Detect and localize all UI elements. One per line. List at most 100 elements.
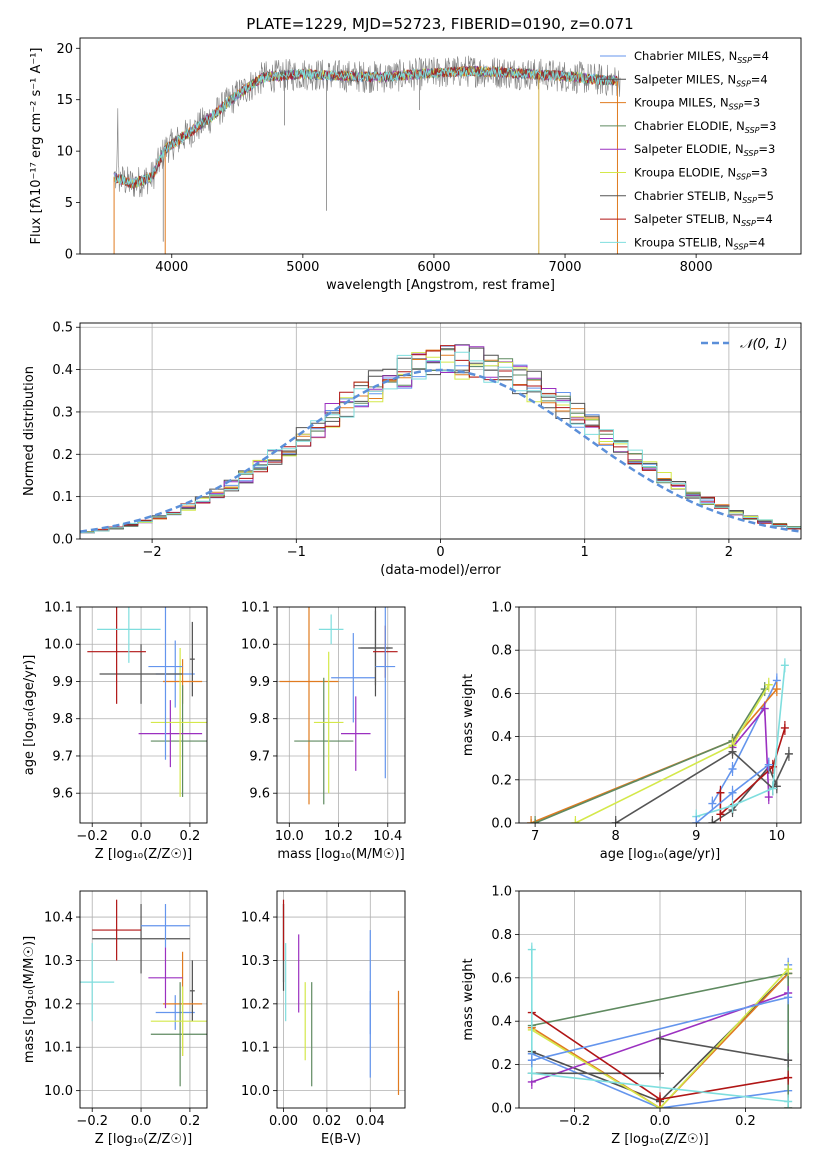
plot-area [113, 55, 621, 254]
errorbar-point [341, 696, 371, 771]
residual-histogram [80, 345, 801, 534]
x-tick-label: −0.2 [559, 1114, 591, 1129]
y-tick-label: 10.1 [241, 1041, 270, 1056]
errorbar-point [313, 651, 344, 794]
y-tick-label: 9.8 [249, 712, 270, 727]
plot-area [279, 607, 398, 805]
legend-gaussian-label: 𝒩(0, 1) [740, 337, 787, 352]
errorbar-point [141, 904, 190, 948]
y-tick-label: 10.4 [44, 911, 73, 926]
mass-weight-line [531, 1037, 789, 1075]
y-tick-label: 0.4 [52, 363, 73, 378]
mass-weight-line [531, 972, 789, 1108]
y-axis-label: age [log₁₀(age/yr)] [22, 655, 37, 776]
axes-frame [276, 890, 406, 1109]
axes-frame [518, 606, 802, 824]
x-tick-label: 1 [581, 545, 589, 560]
x-tick-label: 7000 [548, 260, 581, 275]
y-tick-label: 10.2 [241, 997, 270, 1012]
y-tick-label: 0.0 [491, 1102, 512, 1117]
x-tick-label: −0.2 [76, 1114, 108, 1129]
y-tick-label: 0.0 [52, 533, 73, 548]
plot-area [527, 942, 793, 1108]
axes-frame [79, 37, 802, 255]
errorbar-point [294, 677, 354, 805]
x-tick-label: 0.2 [180, 829, 201, 844]
errorbar-point [331, 633, 376, 723]
errorbar-point [99, 644, 183, 704]
x-axis-label: wavelength [Angstrom, rest frame] [326, 278, 555, 293]
y-tick-label: 0.2 [52, 448, 73, 463]
panel-residuals: −2 −1 0 1 2 0.0 0.1 0.2 0.3 0.4 0.5 (data-model)/er… [22, 321, 802, 578]
legend-entry-8: Kroupa STELIB, NSSP=4 [634, 235, 765, 251]
x-tick-label: 10.4 [373, 829, 402, 844]
x-tick-label: 8 [612, 829, 620, 844]
y-tick-label: 9.9 [52, 675, 73, 690]
y-tick-label: 10.0 [241, 638, 270, 653]
x-tick-label: 0.02 [312, 1114, 341, 1129]
plot-area [87, 607, 207, 797]
errorbar-point [148, 607, 183, 760]
y-tick-label: 20 [56, 42, 73, 57]
gaussian-curve [80, 368, 801, 533]
y-tick-label: 10.1 [44, 1041, 73, 1056]
x-tick-label: 0.0 [131, 829, 152, 844]
x-tick-label: 0.00 [269, 1114, 298, 1129]
mass-weight-line [531, 968, 789, 1108]
y-tick-label: 10.0 [241, 1084, 270, 1099]
y-tick-label: 0.8 [491, 644, 512, 659]
y-tick-label: 10.2 [44, 997, 73, 1012]
mass-weight-line [711, 680, 778, 805]
y-tick-label: 10.0 [44, 638, 73, 653]
axes-frame [276, 606, 406, 824]
x-tick-label: 7 [531, 829, 539, 844]
y-tick-label: 10 [56, 145, 73, 160]
errorbar-point [279, 607, 339, 805]
y-tick-label: 1.0 [491, 885, 512, 900]
x-tick-label: −1 [287, 545, 306, 560]
axes-frame [518, 890, 802, 1109]
y-axis-label: mass weight [461, 674, 476, 756]
y-axis-label: Normed distribution [22, 366, 37, 496]
x-tick-label: 0 [436, 545, 444, 560]
y-axis-label: mass weight [461, 958, 476, 1040]
residual-histogram [80, 351, 801, 534]
x-tick-label: 2 [725, 545, 733, 560]
y-tick-label: 0.3 [52, 405, 73, 420]
x-tick-label: 9 [692, 829, 700, 844]
x-tick-label: 8000 [680, 260, 713, 275]
errorbar-point [150, 647, 207, 797]
mass-weight-line [731, 706, 770, 798]
x-tick-label: 10 [769, 829, 786, 844]
y-tick-label: 10.3 [241, 954, 270, 969]
errorbar-point [375, 607, 396, 779]
x-axis-label: Z [log₁₀(Z/Z☉)] [95, 1132, 192, 1147]
x-tick-label: −0.2 [76, 829, 108, 844]
mass-weight-line [615, 750, 790, 823]
plot-area [80, 899, 207, 1087]
y-tick-label: 10.3 [44, 954, 73, 969]
x-axis-label: (data-model)/error [380, 563, 501, 578]
errorbar-point [148, 947, 183, 1009]
y-tick-label: 0.0 [491, 817, 512, 832]
mass-weight-line [696, 665, 786, 818]
y-tick-label: 9.9 [249, 675, 270, 690]
y-tick-label: 0.2 [491, 773, 512, 788]
x-tick-label: 6000 [417, 260, 450, 275]
y-tick-label: 9.8 [52, 712, 73, 727]
y-tick-label: 9.6 [52, 787, 73, 802]
y-axis-label: Flux [fλ10⁻¹⁷ erg cm⁻² s⁻¹ A⁻¹] [29, 48, 44, 245]
axes-frame [79, 606, 208, 824]
y-tick-label: 9.6 [249, 787, 270, 802]
x-tick-label: 0.2 [735, 1114, 756, 1129]
x-tick-label: 10.0 [275, 829, 304, 844]
y-tick-label: 10.1 [241, 601, 270, 616]
y-tick-label: 10.4 [241, 911, 270, 926]
legend-entry-4: Salpeter ELODIE, NSSP=3 [634, 142, 775, 158]
errorbar-point [87, 607, 146, 704]
panel-mass-vs-EBV: 0.00 0.02 0.04 10.0 10.1 10.2 10.3 10.4 E(B-V) [241, 890, 406, 1147]
errorbar-point [155, 995, 195, 1030]
x-tick-label: 0.0 [131, 1114, 152, 1129]
errorbar-point [318, 614, 344, 645]
x-axis-label: age [log₁₀(age/yr)] [600, 847, 721, 862]
